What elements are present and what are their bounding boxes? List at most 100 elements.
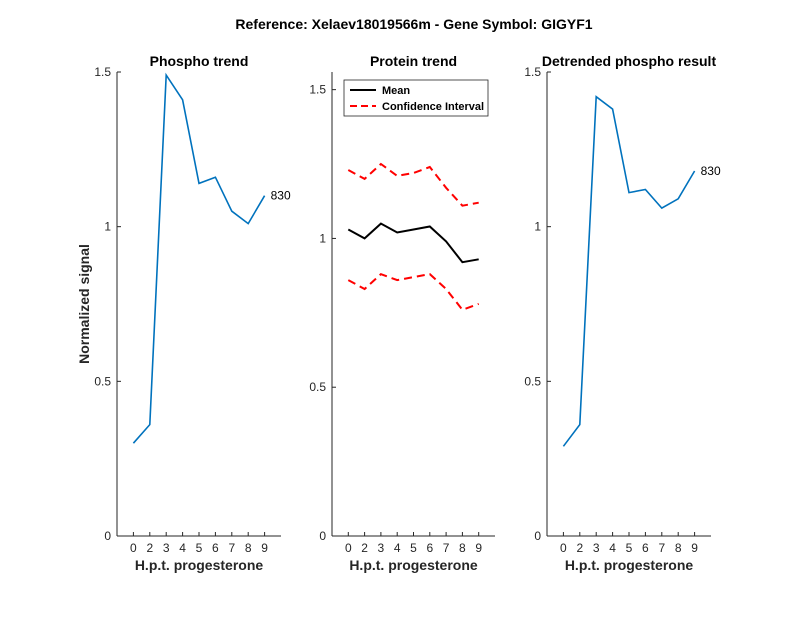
data-point — [429, 225, 431, 227]
legend-label-1: Mean — [382, 85, 410, 97]
data-point — [445, 187, 447, 189]
y-tick-label: 1.5 — [94, 65, 111, 79]
data-point — [363, 237, 365, 239]
x-tick-label: 0 — [130, 541, 137, 555]
data-point — [478, 303, 480, 305]
y-tick-label: 1 — [534, 220, 541, 234]
x-tick-label: 3 — [593, 541, 600, 555]
x-tick-label: 7 — [228, 541, 235, 555]
data-point — [380, 273, 382, 275]
x-tick-label: 0 — [345, 541, 352, 555]
y-tick-label: 1 — [319, 231, 326, 245]
data-point — [149, 423, 151, 425]
data-point — [429, 166, 431, 168]
data-point — [347, 228, 349, 230]
data-point — [396, 231, 398, 233]
data-point — [445, 240, 447, 242]
x-tick-label: 9 — [691, 541, 698, 555]
series-line-1 — [347, 222, 479, 264]
data-point — [461, 261, 463, 263]
data-point — [347, 279, 349, 281]
x-tick-label: 5 — [410, 541, 417, 555]
series-line-1 — [132, 72, 266, 444]
x-tick-label: 8 — [675, 541, 682, 555]
x-tick-label: 9 — [475, 541, 482, 555]
panel-title: Protein trend — [370, 53, 457, 69]
series-line-1 — [562, 95, 696, 447]
data-point — [677, 198, 679, 200]
x-tick-label: 2 — [361, 541, 368, 555]
y-tick-label: 0 — [104, 529, 111, 543]
data-point — [628, 191, 630, 193]
x-tick-label: 4 — [394, 541, 401, 555]
x-tick-label: 4 — [609, 541, 616, 555]
data-point — [380, 222, 382, 224]
x-tick-label: 6 — [642, 541, 649, 555]
data-point — [247, 222, 249, 224]
data-point — [363, 288, 365, 290]
data-point — [461, 204, 463, 206]
x-tick-label: 9 — [261, 541, 268, 555]
data-point — [611, 108, 613, 110]
x-tick-label: 5 — [196, 541, 203, 555]
series-annotation: 830 — [271, 189, 291, 203]
data-point — [214, 176, 216, 178]
data-point — [363, 178, 365, 180]
panel-title: Detrended phospho result — [542, 53, 717, 69]
data-point — [644, 188, 646, 190]
x-tick-label: 4 — [179, 541, 186, 555]
data-point — [429, 273, 431, 275]
x-tick-label: 7 — [443, 541, 450, 555]
data-point — [396, 279, 398, 281]
legend-label-2: Confidence Interval — [382, 101, 484, 113]
x-tick-label: 2 — [146, 541, 153, 555]
data-point — [412, 276, 414, 278]
data-point — [181, 99, 183, 101]
data-point — [396, 175, 398, 177]
y-tick-label: 0.5 — [94, 374, 111, 388]
data-point — [231, 210, 233, 212]
data-point — [412, 172, 414, 174]
data-point — [263, 195, 265, 197]
series-annotation: 830 — [701, 164, 721, 178]
data-point — [198, 182, 200, 184]
x-axis-label: H.p.t. progesterone — [565, 557, 694, 573]
x-tick-label: 6 — [212, 541, 219, 555]
y-tick-label: 0.5 — [524, 374, 541, 388]
x-tick-label: 7 — [658, 541, 665, 555]
data-point — [595, 96, 597, 98]
x-axis-label: H.p.t. progesterone — [135, 557, 264, 573]
y-tick-label: 1.5 — [524, 65, 541, 79]
x-tick-label: 8 — [459, 541, 466, 555]
panel-title: Phospho trend — [150, 53, 249, 69]
x-axis-label: H.p.t. progesterone — [349, 557, 478, 573]
data-point — [380, 163, 382, 165]
legend-box — [343, 79, 489, 117]
x-tick-label: 3 — [378, 541, 385, 555]
data-point — [478, 258, 480, 260]
data-point — [579, 423, 581, 425]
y-tick-label: 0 — [534, 529, 541, 543]
data-point — [478, 202, 480, 204]
data-point — [461, 309, 463, 311]
x-tick-label: 5 — [626, 541, 633, 555]
x-tick-label: 2 — [576, 541, 583, 555]
y-tick-label: 1 — [104, 220, 111, 234]
y-tick-label: 0 — [319, 529, 326, 543]
data-point — [347, 169, 349, 171]
x-tick-label: 0 — [560, 541, 567, 555]
data-point — [661, 207, 663, 209]
data-point — [562, 445, 564, 447]
x-tick-label: 3 — [163, 541, 170, 555]
y-axis-label: Normalized signal — [76, 244, 92, 364]
data-point — [132, 442, 134, 444]
x-tick-label: 6 — [426, 541, 433, 555]
series-line-3 — [347, 272, 480, 311]
x-tick-label: 8 — [245, 541, 252, 555]
